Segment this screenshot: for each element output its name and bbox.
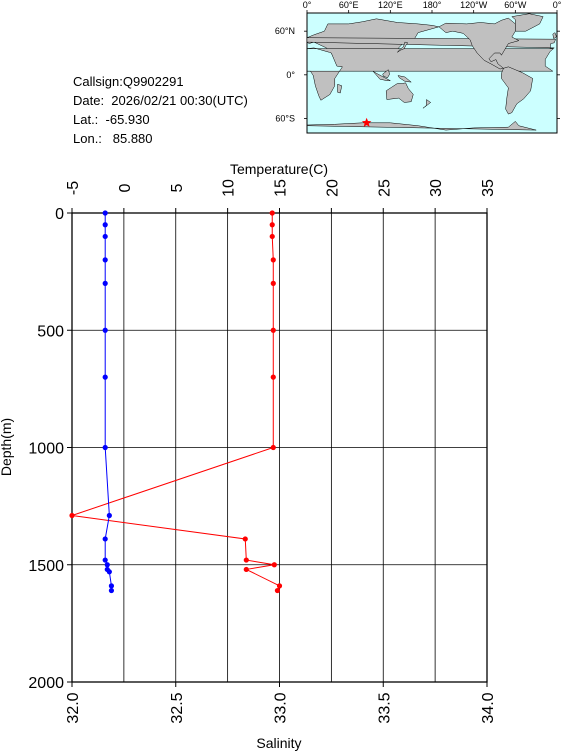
salinity-point <box>108 583 115 589</box>
temp-tick-label: 20 <box>324 179 341 197</box>
temperature-point <box>276 583 283 589</box>
salinity-tick-label: 33.0 <box>273 692 290 723</box>
salinity-point <box>104 562 110 568</box>
land-new-zealand <box>422 99 432 109</box>
temp-tick-label: 30 <box>428 179 445 197</box>
land-africa-east <box>306 47 555 101</box>
temp-tick-label: 15 <box>273 179 290 197</box>
depth-axis-label: Depth(m) <box>0 418 14 476</box>
depth-tick-label: 0 <box>55 206 64 223</box>
salinity-point <box>102 257 108 263</box>
land-south-america <box>501 66 533 115</box>
temp-tick-label: 5 <box>169 183 186 192</box>
map-lon-label: 0° <box>303 0 312 10</box>
temperature-axis-label: Temperature(C) <box>230 161 328 177</box>
salinity-tick-label: 33.5 <box>376 692 393 723</box>
temperature-point <box>270 280 276 286</box>
salinity-tick-label: 34.0 <box>480 692 497 723</box>
temperature-point <box>243 566 249 573</box>
map-lon-label: 0° <box>553 0 562 10</box>
temperature-point <box>69 512 75 519</box>
land-japan <box>397 41 409 53</box>
map-lat-label: 60°S <box>275 113 295 123</box>
salinity-tick-label: 32.0 <box>65 692 82 723</box>
temp-tick-label: 25 <box>376 179 393 197</box>
land-uk <box>552 32 557 39</box>
salinity-point <box>102 210 108 216</box>
temperature-point <box>270 374 276 380</box>
salinity-point <box>102 374 108 380</box>
salinity-series <box>102 210 115 594</box>
temperature-point <box>270 327 276 333</box>
map-lat-label: 0° <box>286 70 295 80</box>
depth-tick-label: 1500 <box>28 558 64 575</box>
land-madagascar <box>337 83 343 94</box>
map-lon-label: 120°E <box>378 0 403 10</box>
salinity-point <box>108 587 115 594</box>
temp-tick-label: 0 <box>117 183 134 192</box>
land-north-america <box>438 17 520 70</box>
salinity-point <box>102 444 108 451</box>
temperature-point <box>242 536 248 542</box>
map-lon-label: 180° <box>423 0 442 10</box>
salinity-line <box>104 213 112 591</box>
land-borneo <box>382 69 390 79</box>
land-new-guinea <box>397 75 412 83</box>
salinity-point <box>102 557 108 563</box>
world-map: 0° 60°E 120°E 180° 120°W 60°W 0° 60°N 0° 60°S <box>275 0 562 134</box>
map-lat-label: 60°N <box>275 26 295 36</box>
depth-tick-label: 2000 <box>28 675 64 692</box>
salinity-point <box>106 569 112 575</box>
temperature-point <box>269 210 275 216</box>
land-greenland <box>511 13 544 32</box>
lat-text: Lat.: -65.930 <box>73 112 150 127</box>
temperature-point <box>269 222 275 228</box>
temperature-point <box>270 444 276 451</box>
map-lon-label: 60°E <box>339 0 359 10</box>
temperature-point <box>271 562 277 568</box>
land-sumatra-java <box>372 70 391 81</box>
salinity-point <box>102 327 108 333</box>
salinity-point <box>102 233 108 240</box>
salinity-point <box>102 222 108 228</box>
map-lon-label: 120°W <box>460 0 488 10</box>
temp-tick-label: 10 <box>221 179 238 197</box>
temperature-point <box>274 587 281 594</box>
depth-tick-label: 1000 <box>28 441 64 458</box>
callsign-text: Callsign:Q9902291 <box>73 74 184 89</box>
temperature-point <box>270 257 276 263</box>
temp-tick-label: 35 <box>480 179 497 197</box>
float-info: Callsign:Q9902291 Date: 2026/02/21 00:30… <box>73 72 248 148</box>
map-lon-label: 60°W <box>504 0 527 10</box>
depth-tick-label: 500 <box>37 323 64 340</box>
salinity-point <box>102 280 108 286</box>
map-land <box>306 13 557 133</box>
date-text: Date: 2026/02/21 00:30(UTC) <box>73 93 248 108</box>
salinity-axis-label: Salinity <box>256 735 301 751</box>
salinity-point <box>102 536 108 542</box>
lon-text: Lon.: 85.880 <box>73 131 153 146</box>
temperature-point <box>269 233 275 240</box>
temperature-series <box>69 210 283 594</box>
temperature-point <box>243 557 249 563</box>
salinity-tick-label: 32.5 <box>169 692 186 723</box>
land-australia <box>385 82 414 103</box>
float-location-marker <box>361 117 372 127</box>
star-icon <box>361 117 372 127</box>
temp-tick-label: -5 <box>65 181 82 195</box>
salinity-point <box>106 512 112 519</box>
